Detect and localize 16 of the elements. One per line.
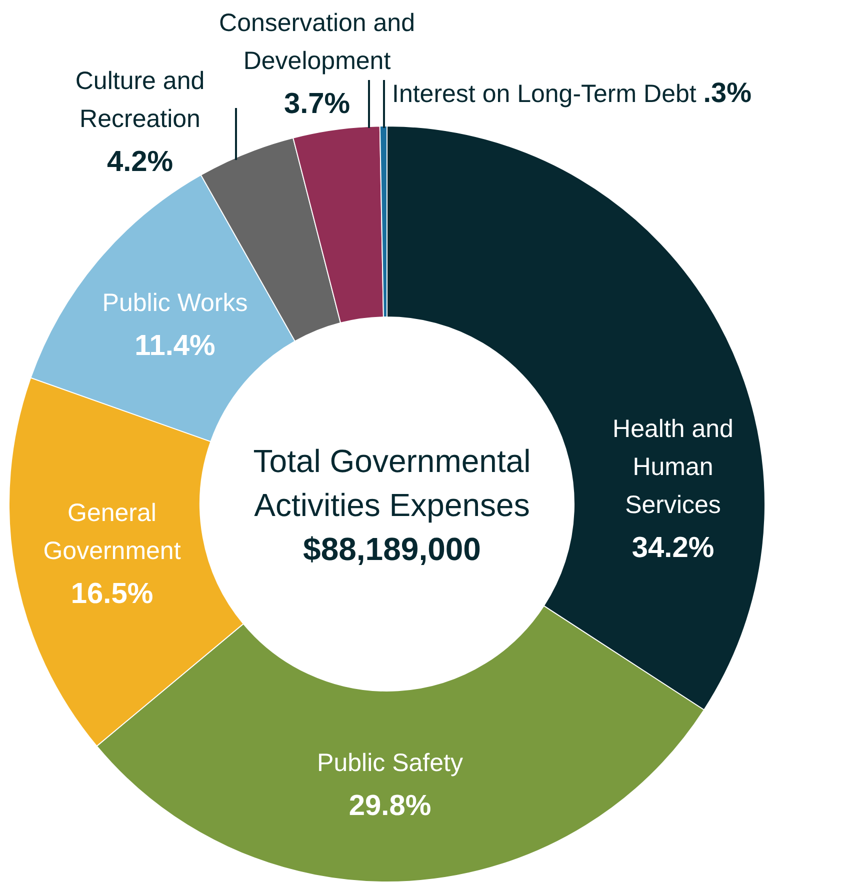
slice-label: Conservation and Development bbox=[219, 9, 415, 75]
data-label: 16.5% bbox=[70, 578, 154, 610]
slice-label: Health and Human Services bbox=[612, 415, 734, 519]
data-label: .3% bbox=[703, 77, 752, 108]
slice-label: Culture and Recreation bbox=[75, 67, 205, 133]
data-label: 34.2% bbox=[632, 532, 714, 564]
slice-label: Public Works bbox=[102, 289, 248, 317]
slice-label: Public Safety bbox=[317, 749, 464, 777]
slice-label: Interest on Long-Term Debt bbox=[392, 80, 704, 108]
text: $88,189,000 bbox=[303, 531, 481, 567]
data-label: 11.4% bbox=[134, 330, 216, 362]
slice-label: General Government bbox=[43, 499, 181, 565]
data-label: 3.7% bbox=[284, 88, 350, 120]
text: Total Governmental Activities Expenses bbox=[253, 443, 531, 523]
data-label: 29.8% bbox=[348, 790, 432, 822]
data-label: 4.2% bbox=[106, 146, 174, 178]
